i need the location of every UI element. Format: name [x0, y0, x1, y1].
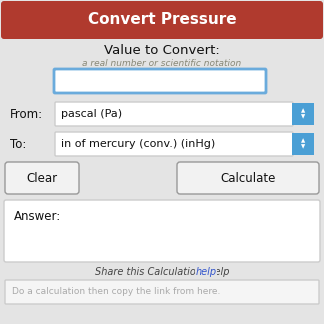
Text: ▲: ▲ — [301, 109, 305, 113]
Bar — [4, 20, 320, 37]
Text: pascal (Pa): pascal (Pa) — [61, 109, 122, 119]
Text: Answer:: Answer: — [14, 211, 61, 224]
Text: help: help — [195, 267, 216, 277]
Bar — [292, 133, 314, 155]
FancyBboxPatch shape — [177, 162, 319, 194]
FancyBboxPatch shape — [55, 102, 293, 126]
Text: Do a calculation then copy the link from here.: Do a calculation then copy the link from… — [12, 287, 220, 296]
FancyBboxPatch shape — [5, 162, 79, 194]
Text: Convert Pressure: Convert Pressure — [88, 13, 236, 28]
FancyBboxPatch shape — [1, 1, 323, 39]
Text: ▲: ▲ — [301, 138, 305, 144]
Text: Clear: Clear — [27, 171, 58, 184]
Text: Share this Calculation: help: Share this Calculation: help — [95, 267, 229, 277]
FancyBboxPatch shape — [4, 200, 320, 262]
Text: ▼: ▼ — [301, 145, 305, 149]
Text: ▼: ▼ — [301, 114, 305, 120]
Text: a real number or scientific notation: a real number or scientific notation — [82, 59, 242, 67]
Text: To:: To: — [10, 137, 26, 151]
Text: Calculate: Calculate — [220, 171, 276, 184]
Text: Value to Convert:: Value to Convert: — [104, 43, 220, 56]
Text: in of mercury (conv.) (inHg): in of mercury (conv.) (inHg) — [61, 139, 215, 149]
FancyBboxPatch shape — [5, 280, 319, 304]
Bar — [292, 103, 314, 125]
Text: From:: From: — [10, 108, 43, 121]
FancyBboxPatch shape — [55, 132, 293, 156]
FancyBboxPatch shape — [54, 69, 266, 93]
